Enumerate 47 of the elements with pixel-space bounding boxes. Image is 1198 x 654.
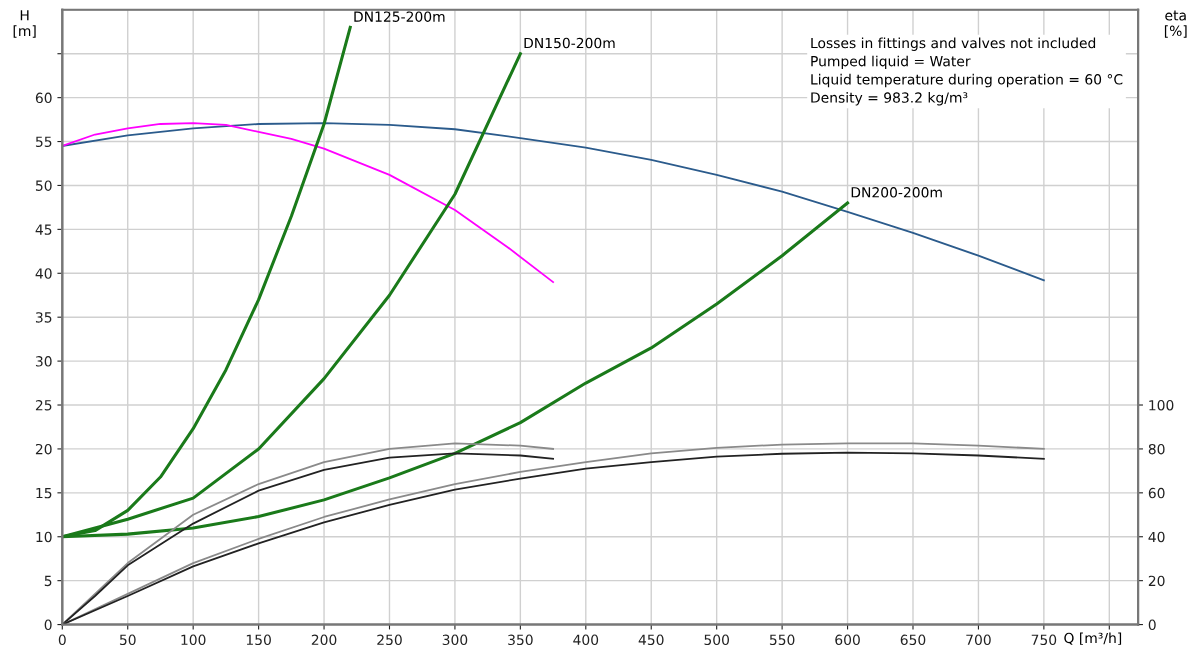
x-axis-title: Q [m³/h]: [1064, 632, 1122, 645]
series-label: DN125-200m: [354, 11, 445, 22]
x-tick-label: 100: [181, 634, 206, 646]
y2-tick-label: 20: [1148, 575, 1165, 587]
y-tick-label: 5: [44, 575, 52, 587]
y-tick-label: 10: [36, 531, 52, 543]
y2-tick-label: 100: [1149, 399, 1174, 411]
annotation: Losses in fittings and valves not included: [811, 37, 1096, 51]
y-tick-label: 30: [35, 356, 52, 367]
annotation: Pumped liquid = Water: [811, 55, 971, 70]
annotation: Liquid temperature during operation = 60 °C: [811, 73, 1123, 88]
line-series: [62, 122, 1045, 282]
y-tick-label: 35: [35, 312, 52, 323]
x-tick-label: 400: [573, 634, 599, 646]
y-axis-title: H [m]: [13, 10, 36, 38]
y2-tick-label: 0: [1148, 619, 1156, 631]
x-tick-label: 50: [119, 634, 136, 646]
series-label: DN150-200m: [524, 37, 615, 49]
y-tick-label: 0: [44, 619, 52, 631]
y-tick-label: 45: [35, 224, 52, 235]
y2-tick-label: 40: [1148, 531, 1165, 543]
series-label: DN200-200m: [851, 187, 942, 198]
x-tick-label: 600: [835, 634, 860, 646]
y-tick-label: 55: [35, 136, 52, 148]
y-tick-label: 15: [36, 487, 52, 499]
y2-axis-title: eta [%]: [1164, 10, 1187, 38]
y-tick-label: 50: [35, 180, 52, 191]
x-tick-label: 500: [704, 634, 730, 646]
y-tick-label: 25: [35, 399, 52, 411]
annotation: Density = 983.2 kg/m³: [811, 92, 968, 106]
y2-tick-label: 60: [1148, 487, 1165, 499]
x-tick-label: 150: [246, 634, 271, 646]
y-tick-label: 60: [35, 92, 52, 104]
x-tick-label: 650: [900, 634, 926, 646]
x-tick-label: 250: [377, 634, 402, 646]
x-tick-label: 350: [508, 634, 533, 646]
y-tick-label: 20: [35, 443, 52, 455]
line-series: [62, 122, 554, 283]
y-tick-label: 40: [35, 268, 52, 279]
x-tick-label: 300: [442, 634, 468, 646]
x-tick-label: 0: [58, 634, 66, 646]
x-tick-label: 750: [1031, 634, 1057, 646]
x-tick-label: 450: [638, 634, 664, 646]
y2-tick-label: 80: [1148, 443, 1165, 455]
x-tick-label: 700: [966, 634, 991, 646]
x-tick-label: 200: [311, 634, 337, 646]
x-tick-label: 550: [769, 634, 795, 646]
